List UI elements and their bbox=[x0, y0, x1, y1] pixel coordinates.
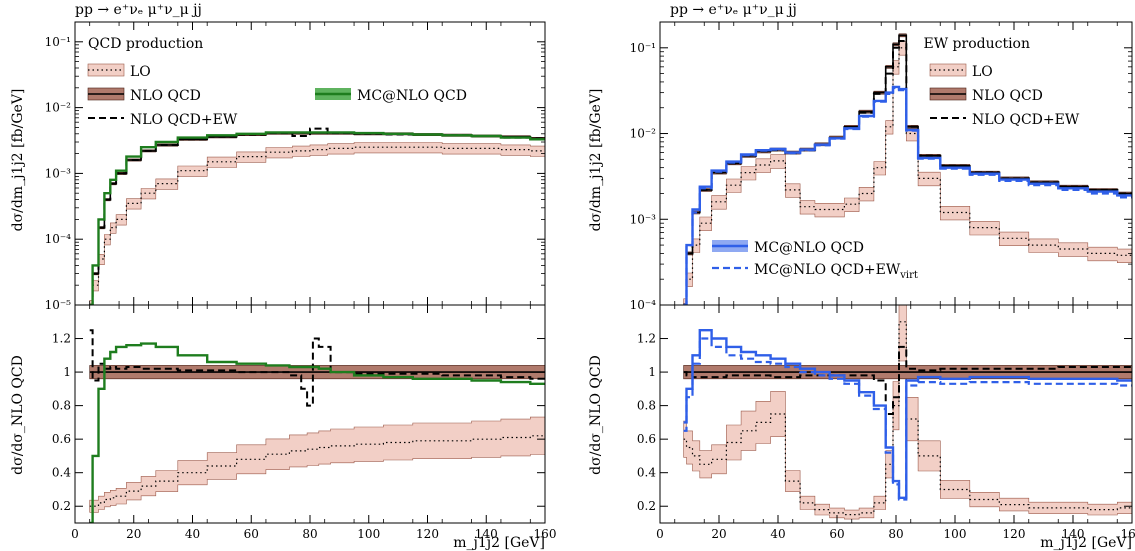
x-tick-label: 0 bbox=[71, 527, 79, 541]
ylabel-main-left: dσ/dm_j1j2 [fb/GeV] bbox=[10, 89, 26, 232]
series-band-0 bbox=[90, 143, 545, 311]
legend-label: NLO QCD+EW bbox=[130, 112, 238, 128]
xlabel-right: m_j1j2 [GeV] bbox=[1040, 535, 1132, 551]
x-tick-label: 120 bbox=[1003, 527, 1026, 541]
legend-label-sub: virt bbox=[899, 270, 918, 281]
y-tick-label-ratio: 0.4 bbox=[52, 466, 71, 480]
x-tick-label: 80 bbox=[302, 527, 317, 541]
x-tick-label: 20 bbox=[711, 527, 726, 541]
x-tick-label: 140 bbox=[475, 527, 498, 541]
x-tick-label: 80 bbox=[888, 527, 903, 541]
y-tick-label-ratio: 1 bbox=[648, 365, 656, 379]
ratio-plot-left: 0.2 0.4 0.6 0.8 1 1.2 0 20 40 60 80 100 120 140 160 bbox=[52, 22, 557, 541]
y-tick-label-main: 10⁻² bbox=[45, 101, 72, 115]
legend-title-left: QCD production bbox=[88, 36, 203, 52]
legend-title-right: EW production bbox=[923, 36, 1030, 52]
legend-label: NLO QCD+EW bbox=[972, 112, 1080, 128]
ratio-band-0 bbox=[90, 417, 545, 512]
y-tick-label-main: 10⁻³ bbox=[45, 166, 72, 180]
legend-label: NLO QCD bbox=[972, 88, 1043, 104]
panel-left: pp → e⁺νₑ μ⁺ν_μ jj dσ/dm_j1j2 [fb/GeV] d… bbox=[10, 2, 556, 551]
x-tick-label: 20 bbox=[126, 527, 141, 541]
x-tick-label: 160 bbox=[1121, 527, 1135, 541]
y-tick-label-ratio: 1.2 bbox=[637, 332, 656, 346]
y-tick-label-main: 10⁻³ bbox=[630, 212, 657, 226]
y-tick-label-ratio: 0.8 bbox=[52, 399, 71, 413]
ylabel-ratio-right: dσ/dσ_NLO QCD bbox=[588, 355, 604, 475]
y-tick-label-main: 10⁻² bbox=[630, 127, 657, 141]
y-tick-label-ratio: 1 bbox=[63, 365, 71, 379]
y-tick-label-main: 10⁻⁴ bbox=[45, 232, 72, 246]
x-tick-label: 0 bbox=[656, 527, 664, 541]
x-tick-label: 40 bbox=[770, 527, 785, 541]
y-tick-label-ratio: 0.8 bbox=[637, 399, 656, 413]
x-tick-label: 60 bbox=[244, 527, 259, 541]
x-tick-label: 60 bbox=[829, 527, 844, 541]
legend-label: LO bbox=[130, 64, 151, 80]
series-line-3 bbox=[90, 132, 545, 305]
x-tick-label: 40 bbox=[185, 527, 200, 541]
x-tick-label: 140 bbox=[1062, 527, 1085, 541]
y-tick-label-main: 10⁻⁵ bbox=[45, 298, 72, 312]
legend-label: LO bbox=[972, 64, 993, 80]
legend-label: MC@NLO QCD bbox=[754, 240, 864, 256]
xlabel-left: m_j1j2 [GeV] bbox=[453, 535, 545, 551]
series-line-0 bbox=[90, 147, 545, 305]
ylabel-ratio-left: dσ/dσ_NLO QCD bbox=[10, 355, 26, 475]
y-tick-label-ratio: 0.2 bbox=[637, 499, 656, 513]
panel-right: pp → e⁺νₑ μ⁺ν_μ jj dσ/dm_j1j2 [fb/GeV] d… bbox=[588, 2, 1135, 551]
y-tick-label-ratio: 0.4 bbox=[637, 466, 656, 480]
process-label-left: pp → e⁺νₑ μ⁺ν_μ jj bbox=[75, 2, 202, 18]
ratio-band-0 bbox=[684, 283, 1132, 520]
legend-label: MC@NLO QCD+EWvirt bbox=[754, 262, 918, 281]
process-label-right: pp → e⁺νₑ μ⁺ν_μ jj bbox=[670, 2, 797, 18]
y-tick-label-ratio: 0.6 bbox=[637, 432, 656, 446]
legend-left: QCD production LO NLO QCD NLO QCD+EW MC@NLO… bbox=[88, 36, 467, 128]
y-tick-label-main: 10⁻⁴ bbox=[630, 298, 657, 312]
y-tick-label-ratio: 1.2 bbox=[52, 332, 71, 346]
y-tick-label-ratio: 0.6 bbox=[52, 432, 71, 446]
x-tick-label: 160 bbox=[534, 527, 557, 541]
ylabel-main-right: dσ/dm_j1j2 [fb/GeV] bbox=[588, 89, 604, 232]
series-line-1 bbox=[90, 133, 545, 305]
x-tick-label: 120 bbox=[416, 527, 439, 541]
x-tick-label: 100 bbox=[357, 527, 380, 541]
y-tick-label-main: 10⁻¹ bbox=[630, 41, 656, 55]
y-tick-label-ratio: 0.2 bbox=[52, 499, 71, 513]
y-tick-label-main: 10⁻¹ bbox=[45, 35, 71, 49]
legend-label: MC@NLO QCD bbox=[357, 88, 467, 104]
x-tick-label: 100 bbox=[944, 527, 967, 541]
legend-label: NLO QCD bbox=[130, 88, 201, 104]
series-band-1 bbox=[90, 132, 545, 306]
